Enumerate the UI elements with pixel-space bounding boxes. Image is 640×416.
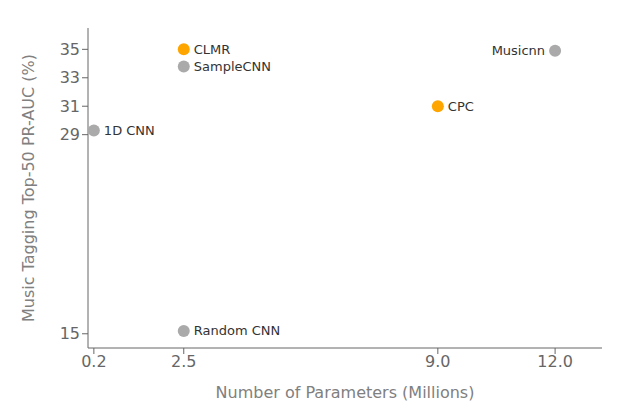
svg-text:35: 35	[60, 40, 80, 59]
svg-text:29: 29	[60, 125, 80, 144]
svg-text:CLMR: CLMR	[194, 42, 231, 57]
svg-text:Random CNN: Random CNN	[194, 323, 280, 338]
svg-text:15: 15	[60, 324, 80, 343]
svg-text:31: 31	[60, 97, 80, 116]
svg-text:Number of Parameters (Millions: Number of Parameters (Millions)	[216, 383, 475, 402]
svg-text:0.2: 0.2	[81, 352, 106, 371]
svg-text:SampleCNN: SampleCNN	[194, 59, 271, 74]
svg-text:9.0: 9.0	[425, 352, 450, 371]
svg-text:12.0: 12.0	[537, 352, 573, 371]
svg-text:33: 33	[60, 68, 80, 87]
svg-text:CPC: CPC	[448, 99, 474, 114]
svg-text:1D CNN: 1D CNN	[104, 123, 155, 138]
svg-text:Musicnn: Musicnn	[492, 43, 545, 58]
svg-text:Music Tagging Top-50 PR-AUC (%: Music Tagging Top-50 PR-AUC (%)	[19, 54, 38, 322]
svg-text:2.5: 2.5	[171, 352, 196, 371]
